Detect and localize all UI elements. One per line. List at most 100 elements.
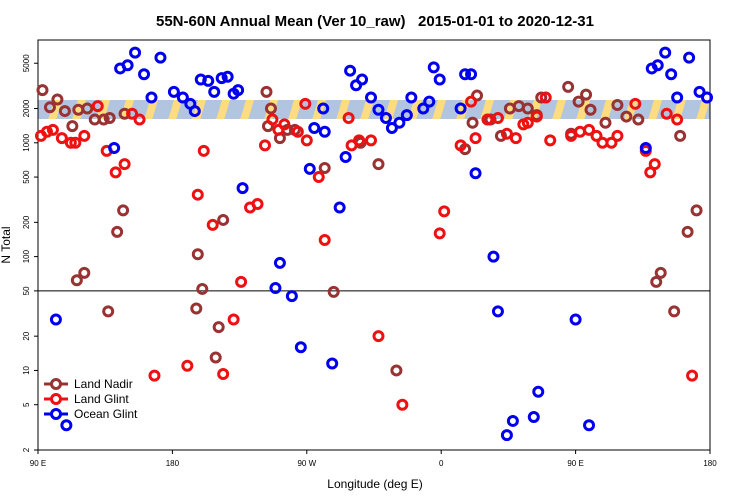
point [215,72,228,85]
point [64,136,77,149]
legend-marker [50,378,62,390]
point [459,68,472,81]
point [81,102,94,115]
point [129,46,142,59]
point [372,103,385,116]
point [521,116,534,129]
point [66,120,79,133]
point [70,274,83,287]
point [466,116,479,129]
x-tick-label: 90 W [297,459,316,468]
point [693,85,706,98]
point [217,368,230,381]
point [654,266,667,279]
y-tick-label: 10 [22,365,31,374]
point [326,357,339,370]
point [487,250,500,263]
point [465,68,478,81]
point [40,125,53,138]
point [327,285,340,298]
point [665,68,678,81]
point [109,166,122,179]
point [118,158,131,171]
point [145,91,158,104]
point [176,91,189,104]
point [454,102,467,115]
point [318,233,331,246]
point [121,59,134,72]
x-tick-label: 180 [703,459,717,468]
point [396,398,409,411]
point [111,225,124,238]
point [344,64,357,77]
y-tick-label: 5 [22,402,31,407]
point [365,134,378,147]
y-tick-label: 5000 [22,54,31,72]
point [342,112,355,125]
point [191,248,204,261]
point [500,127,513,140]
point [191,188,204,201]
point [379,112,392,125]
point [471,89,484,102]
x-axis-label: Longitude (deg E) [327,477,422,491]
point [154,51,167,64]
point [353,134,366,147]
point [339,151,352,164]
point [202,74,215,87]
point [235,275,248,288]
point [544,134,557,147]
point [318,162,331,175]
point [365,91,378,104]
point [299,97,312,110]
point [671,91,684,104]
point [632,113,645,126]
point [206,218,219,231]
point [197,144,210,157]
point [260,85,273,98]
point [285,290,298,303]
point [138,68,151,81]
point [674,129,687,142]
point [103,112,116,125]
point [438,205,451,218]
point [108,142,121,155]
point [572,95,585,108]
point [611,129,624,142]
point [278,118,291,131]
y-axis-label: N Total [0,226,13,263]
point [648,158,661,171]
point [51,93,64,106]
point [60,419,73,432]
y-tick-label: 2 [22,447,31,452]
point [650,275,663,288]
point [532,385,545,398]
point [629,97,642,110]
point [43,101,56,114]
point [209,351,222,364]
legend-marker [50,393,62,405]
point [686,369,699,382]
point [181,359,194,372]
point [36,84,49,97]
point [236,182,249,195]
point [639,142,652,155]
point [264,102,277,115]
point [269,282,282,295]
point [651,59,664,72]
point [312,171,325,184]
point [469,132,482,145]
point [49,313,62,326]
point [491,112,504,125]
point [535,91,548,104]
plot-frame [37,39,711,451]
point [668,305,681,318]
point [583,419,596,432]
point [294,341,307,354]
point [521,102,534,115]
point [46,123,59,136]
x-tick-label: 180 [166,459,180,468]
point [660,107,673,120]
point [350,79,363,92]
point [530,110,543,123]
